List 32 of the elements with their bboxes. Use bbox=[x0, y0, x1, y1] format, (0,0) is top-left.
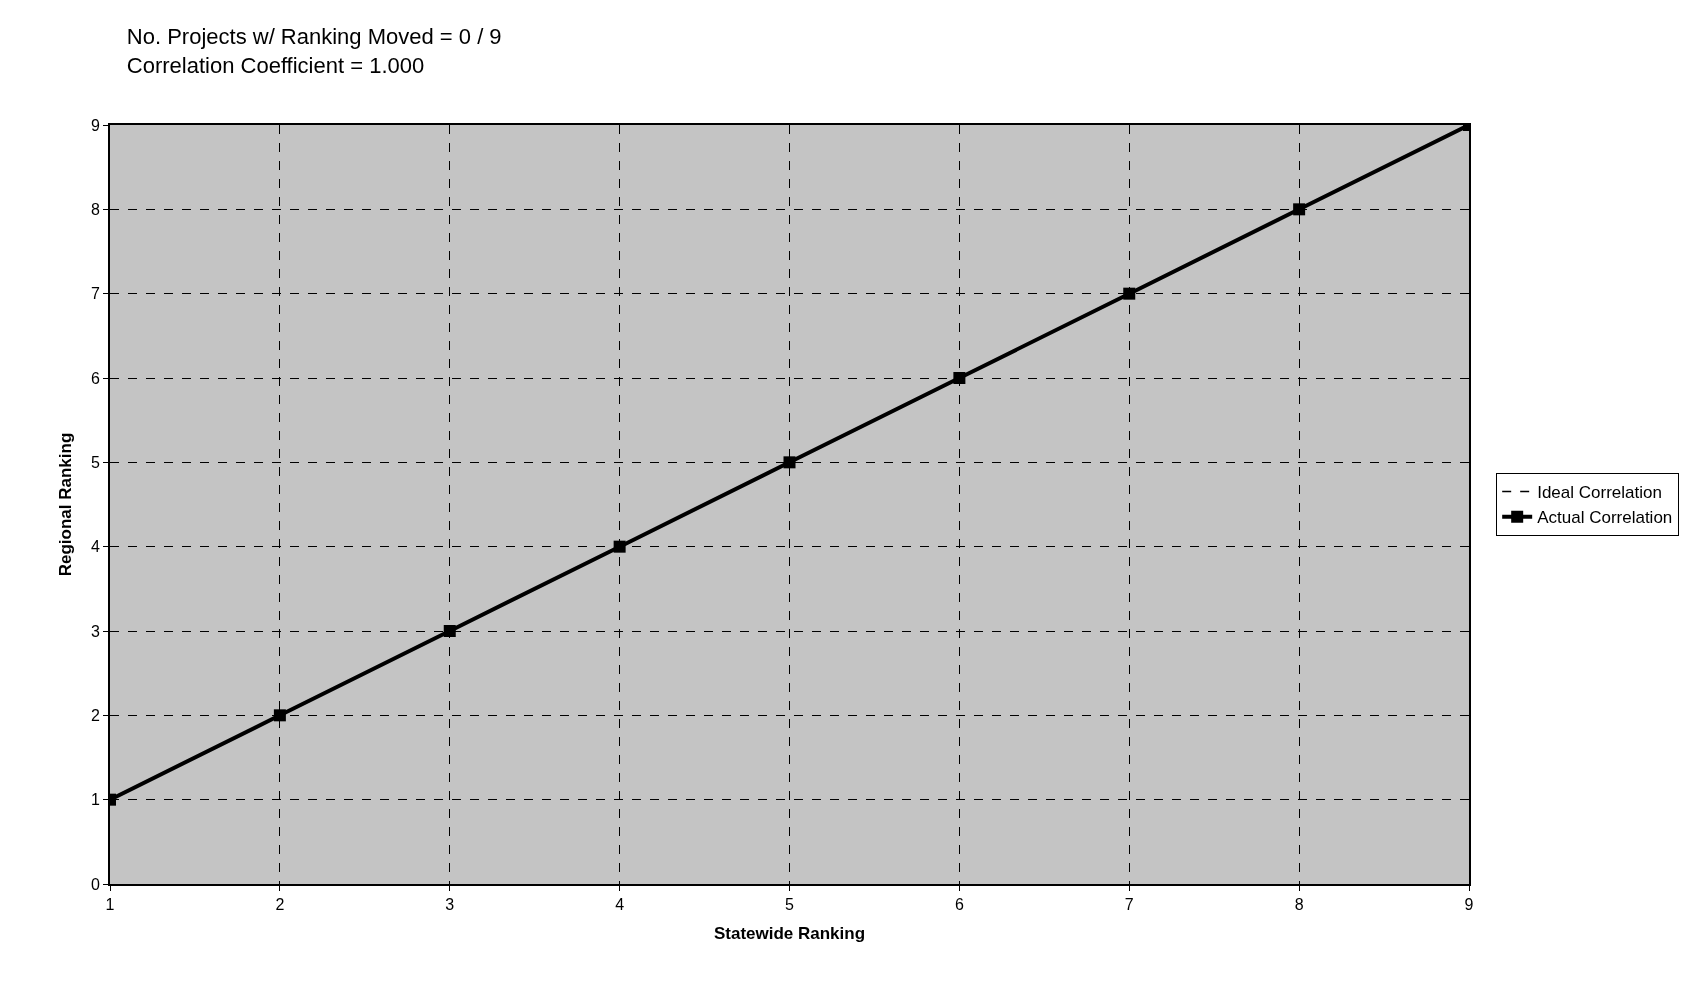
point bbox=[1123, 287, 1136, 300]
point bbox=[953, 372, 966, 384]
y-tick-label: 8 bbox=[90, 200, 100, 218]
x-tick-label: 7 bbox=[1124, 896, 1134, 914]
x-tick-label: 8 bbox=[1294, 896, 1304, 914]
x-tick-label: 6 bbox=[954, 896, 964, 914]
x-tick-label: 9 bbox=[1464, 896, 1474, 914]
point bbox=[1293, 203, 1306, 216]
y-tick-label: 1 bbox=[90, 791, 100, 809]
x-tick-label: 1 bbox=[105, 896, 115, 914]
point bbox=[783, 456, 796, 469]
y-tick-label: 2 bbox=[90, 706, 100, 724]
legend-label: Ideal Correlation bbox=[1537, 483, 1662, 503]
y-tick-label: 4 bbox=[90, 538, 100, 556]
y-tick-label: 0 bbox=[90, 875, 100, 893]
x-axis-title: Statewide Ranking bbox=[713, 924, 866, 944]
point bbox=[613, 540, 626, 553]
y-axis-title: Regional Ranking bbox=[55, 432, 75, 577]
y-tick-label: 7 bbox=[90, 285, 100, 303]
legend-label: Actual Correlation bbox=[1537, 508, 1673, 528]
y-tick-label: 9 bbox=[90, 116, 100, 134]
point bbox=[443, 625, 456, 637]
chart-subtitle: Correlation Coefficient = 1.000 bbox=[126, 52, 425, 78]
x-tick-label: 5 bbox=[785, 896, 795, 914]
x-tick-label: 4 bbox=[615, 896, 625, 914]
y-tick-label: 3 bbox=[90, 622, 100, 640]
y-tick-label: 6 bbox=[90, 369, 100, 387]
chart-title: No. Projects w/ Ranking Moved = 0 / 9 bbox=[126, 24, 502, 50]
x-tick-label: 3 bbox=[445, 896, 455, 914]
y-tick-label: 5 bbox=[90, 453, 100, 471]
point bbox=[273, 709, 286, 722]
x-tick-label: 2 bbox=[275, 896, 285, 914]
